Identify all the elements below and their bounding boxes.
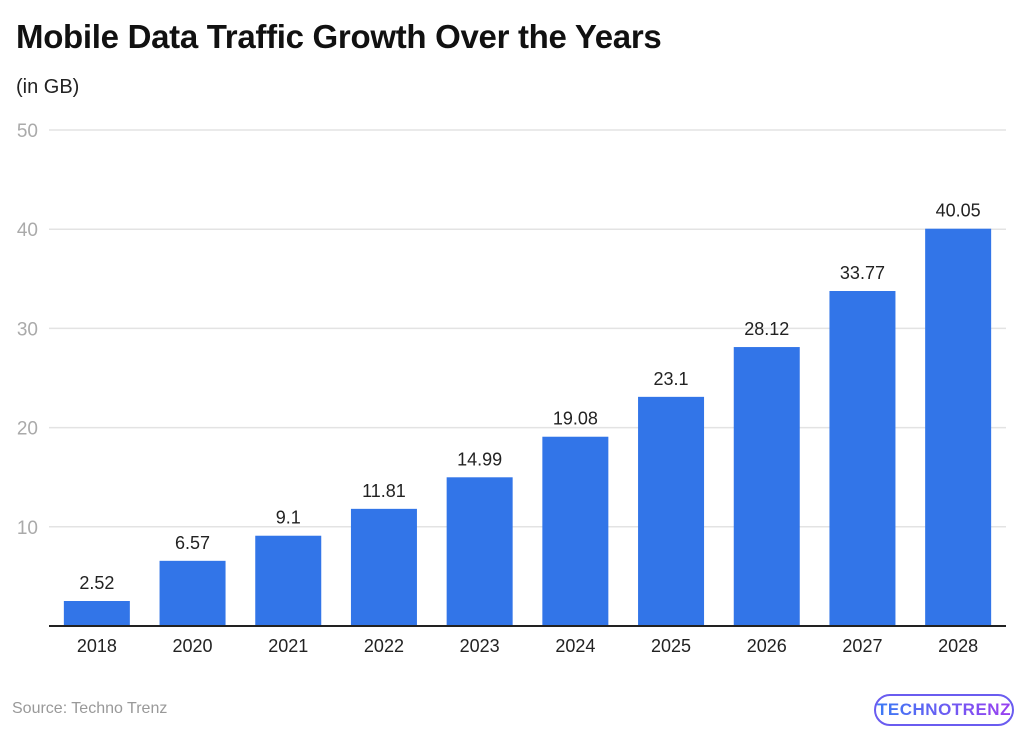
y-tick-label: 10	[17, 518, 38, 539]
data-label: 14.99	[457, 449, 502, 469]
x-tick-label: 2022	[364, 636, 404, 656]
technotrenz-logo: TECHNOTRENZ	[874, 694, 1014, 726]
x-tick-label: 2028	[938, 636, 978, 656]
data-label: 2.52	[79, 573, 114, 593]
data-label: 11.81	[362, 481, 406, 501]
bar	[159, 560, 226, 626]
chart-title: Mobile Data Traffic Growth Over the Year…	[16, 18, 662, 55]
data-label: 19.08	[553, 409, 598, 429]
data-label: 33.77	[840, 263, 885, 283]
data-label: 9.1	[276, 508, 301, 528]
bar	[829, 291, 896, 626]
y-tick-label: 50	[17, 121, 38, 142]
data-label: 40.05	[936, 201, 981, 221]
x-tick-label: 2027	[842, 636, 882, 656]
bar	[925, 228, 992, 627]
bar	[542, 436, 609, 626]
y-tick-label: 20	[17, 419, 38, 440]
data-label: 23.1	[654, 369, 689, 389]
data-label: 6.57	[175, 533, 210, 553]
chart-subtitle: (in GB)	[16, 76, 80, 98]
x-tick-label: 2026	[747, 636, 787, 656]
x-tick-label: 2018	[77, 636, 117, 656]
y-tick-label: 30	[17, 319, 38, 340]
data-label: 28.12	[744, 319, 789, 339]
y-tick-label: 40	[17, 220, 38, 241]
bar	[733, 347, 800, 626]
x-tick-label: 2024	[555, 636, 595, 656]
bar	[638, 396, 705, 626]
x-tick-label: 2020	[173, 636, 213, 656]
source-text: Source: Techno Trenz	[12, 700, 168, 717]
bar	[255, 535, 322, 626]
x-tick-label: 2025	[651, 636, 691, 656]
x-tick-label: 2021	[268, 636, 308, 656]
bar	[446, 477, 513, 626]
x-tick-label: 2023	[460, 636, 500, 656]
bar	[350, 508, 417, 626]
bar	[63, 601, 130, 626]
